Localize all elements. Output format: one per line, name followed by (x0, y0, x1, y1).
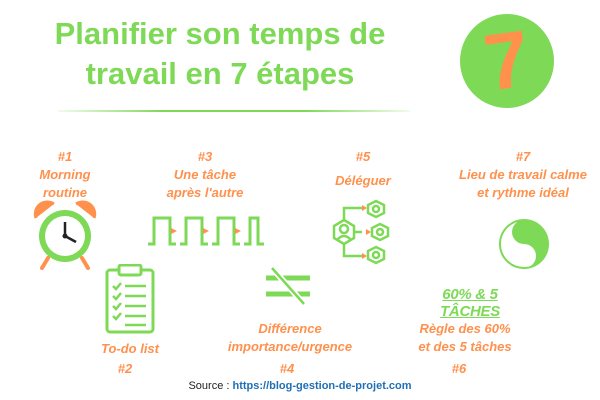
title-line-1: Planifier son temps de (54, 16, 386, 51)
step-1-label: Morning routine (20, 166, 110, 202)
step-7-label-line-1: Lieu de travail calme (459, 167, 587, 182)
step-7-label-line-2: et rythme idéal (477, 185, 569, 200)
source-prefix: Source : (188, 380, 233, 392)
step-4-label-line-1: Différence (258, 321, 322, 336)
step-6-label-line-1: Règle des 60% (419, 321, 511, 336)
step-2-number: #2 (117, 361, 133, 376)
step-3-number: #3 (197, 149, 213, 164)
step-3-label-line-1: Une tâche (173, 167, 237, 182)
step-3-label-line-2: après l'autre (166, 185, 244, 200)
sequential-tasks-icon (148, 216, 264, 246)
step-4-label-line-2: importance/urgence (227, 339, 353, 354)
title-line-2: travail en 7 étapes (85, 56, 355, 91)
step-1-number: #1 (57, 149, 73, 164)
step-6-label: Règle des 60% et des 5 tâches (400, 320, 530, 356)
title-divider (58, 110, 410, 112)
yin-yang-icon (499, 219, 549, 269)
rule-60-5-icon: 60% & 5 TÂCHES (440, 286, 500, 320)
alarm-clock-icon (33, 200, 97, 270)
step-7-label: Lieu de travail calme et rythme idéal (452, 166, 594, 202)
step-4-label: Différence importance/urgence (210, 320, 370, 356)
step-5-number: #5 (355, 149, 371, 164)
step-6-label-line-2: et des 5 tâches (418, 339, 512, 354)
delegate-network-icon (332, 199, 390, 265)
source-line: Source : https://blog-gestion-de-projet.… (0, 380, 600, 392)
step-3-label: Une tâche après l'autre (150, 166, 260, 202)
source-link[interactable]: https://blog-gestion-de-projet.com (232, 380, 412, 392)
step-4-number: #4 (279, 361, 295, 376)
not-equal-icon (266, 266, 310, 306)
step-5-label: Déléguer (335, 173, 391, 188)
clipboard-checklist-icon (105, 264, 155, 334)
step-7-number: #7 (515, 149, 531, 164)
step-6-number: #6 (451, 361, 467, 376)
page-title: Planifier son temps de travail en 7 étap… (0, 14, 440, 94)
step-1-label-line-2: routine (42, 185, 88, 200)
step-1-label-line-1: Morning (39, 167, 91, 182)
seven-badge: 7 (460, 13, 554, 108)
badge-number: 7 (478, 13, 536, 108)
step-2-label: To-do list (100, 341, 159, 356)
